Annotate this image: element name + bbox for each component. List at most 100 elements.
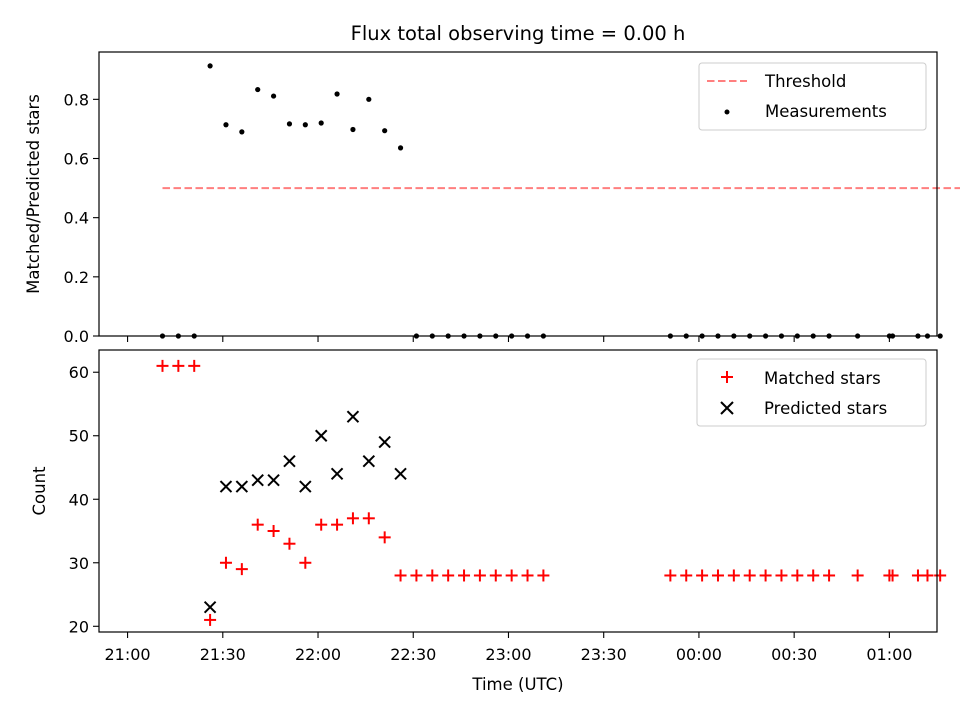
measurement-point: [318, 120, 324, 126]
measurement-point: [255, 86, 261, 93]
measurement-point: [286, 121, 293, 127]
matched-star-point: [791, 569, 804, 582]
count-legend: Matched stars Predicted stars: [696, 358, 927, 427]
x-tick-label: 00:30: [771, 645, 817, 664]
matched-star-point: [886, 569, 899, 582]
matched-star-point: [521, 569, 534, 582]
predicted-stars-series: [203, 410, 407, 614]
matched-star-point: [664, 569, 677, 582]
x-marker-stroke: [235, 480, 249, 493]
matched-star-point: [775, 569, 788, 582]
measurement-point: [223, 122, 229, 128]
y-tick-label: 0.0: [64, 327, 89, 346]
count-panel: 20 30 40 50 60 21:00 21:30 22:00 22:30 23:00 23:3…: [30, 349, 947, 664]
matched-star-point: [680, 569, 693, 582]
matched-star-point: [696, 569, 709, 582]
matched-star-point: [807, 569, 820, 582]
y-tick-label: 30: [69, 554, 89, 573]
x-tick-label: 21:00: [105, 645, 151, 664]
measurements-legend-label: Measurements: [765, 102, 887, 121]
matched-star-point: [851, 569, 864, 582]
x-tick-label: 00:00: [676, 645, 722, 664]
y-tick-label: 40: [69, 490, 89, 509]
matched-star-point: [727, 569, 740, 582]
measurement-point: [334, 91, 340, 97]
measurement-point: [270, 93, 277, 99]
measurement-point: [302, 122, 308, 128]
y-tick-label: 20: [69, 617, 89, 636]
x-marker-stroke: [362, 454, 376, 468]
matched-star-point: [743, 569, 756, 582]
matched-star-point: [378, 531, 391, 544]
measurement-point: [239, 129, 245, 135]
ratio-legend-box: [698, 62, 927, 131]
y-tick-label: 60: [69, 363, 89, 382]
x-marker-stroke: [219, 480, 233, 493]
x-tick-label: 22:30: [390, 645, 436, 664]
predicted-star-point: [283, 454, 296, 468]
chart-title: Flux total observing time = 0.00 h: [351, 22, 686, 45]
matched-star-point: [172, 359, 185, 372]
predicted-legend-swatch: [720, 401, 734, 415]
matched-star-point: [251, 518, 264, 531]
x-marker-stroke: [330, 467, 344, 481]
count-legend-box: [696, 358, 927, 427]
matched-star-point: [505, 569, 518, 582]
x-marker-stroke: [203, 601, 217, 614]
predicted-star-point: [394, 467, 407, 481]
matched-star-point: [156, 359, 169, 372]
x-marker-stroke: [299, 480, 312, 493]
measurement-point: [350, 126, 356, 133]
matched-star-point: [489, 569, 502, 582]
matched-star-point: [204, 613, 217, 626]
x-marker-stroke: [378, 435, 391, 449]
ratio-panel: 0.00.20.40.60.8 Matched/Predicted stars …: [24, 51, 960, 346]
matched-stars-series: [156, 359, 947, 626]
matched-legend-swatch: [721, 371, 733, 383]
x-tick-label: 21:30: [200, 645, 246, 664]
predicted-star-point: [203, 601, 217, 614]
ratio-x-ticks: [127, 336, 890, 342]
x-tick-label: 01:00: [866, 645, 912, 664]
ratio-legend: Threshold Measurements: [698, 62, 927, 131]
matched-star-point: [410, 569, 423, 582]
count-x-ticks: 21:00 21:30 22:00 22:30 23:00 23:30 00:00 00:30…: [105, 632, 912, 664]
predicted-star-point: [346, 410, 360, 423]
matched-star-point: [331, 518, 344, 531]
matched-legend-label: Matched stars: [764, 369, 881, 388]
x-marker-stroke: [251, 473, 264, 487]
threshold-legend-label: Threshold: [764, 72, 846, 91]
y-tick-label: 0.2: [64, 268, 89, 287]
x-marker-stroke: [394, 467, 407, 481]
matched-star-point: [473, 569, 486, 582]
x-tick-label: 22:00: [295, 645, 341, 664]
matched-star-point: [362, 512, 375, 525]
matched-star-point: [315, 518, 328, 531]
count-plot-frame: [98, 349, 938, 633]
predicted-star-point: [235, 480, 249, 493]
y-tick-label: 0.8: [64, 90, 89, 109]
matched-star-point: [921, 569, 934, 582]
matched-star-point: [394, 569, 407, 582]
measurement-point: [207, 63, 213, 69]
ratio-plot-frame: [98, 51, 938, 337]
measurement-point: [937, 333, 943, 339]
count-y-axis-label: Count: [30, 466, 49, 516]
measurement-point: [366, 96, 372, 102]
matched-star-point: [283, 537, 296, 550]
y-tick-label: 0.4: [64, 209, 89, 228]
predicted-star-point: [251, 473, 264, 487]
matched-star-point: [188, 359, 201, 372]
matched-star-point: [458, 569, 471, 582]
measurement-point: [382, 128, 388, 134]
matched-star-point: [426, 569, 439, 582]
predicted-star-point: [299, 480, 312, 493]
matched-star-point: [823, 569, 836, 582]
matched-star-point: [346, 512, 359, 525]
matched-star-point: [759, 569, 772, 582]
predicted-star-point: [330, 467, 344, 481]
matched-star-point: [711, 569, 724, 582]
x-axis-label: Time (UTC): [471, 675, 563, 694]
matched-star-point: [235, 563, 248, 576]
matched-star-point: [219, 556, 232, 569]
